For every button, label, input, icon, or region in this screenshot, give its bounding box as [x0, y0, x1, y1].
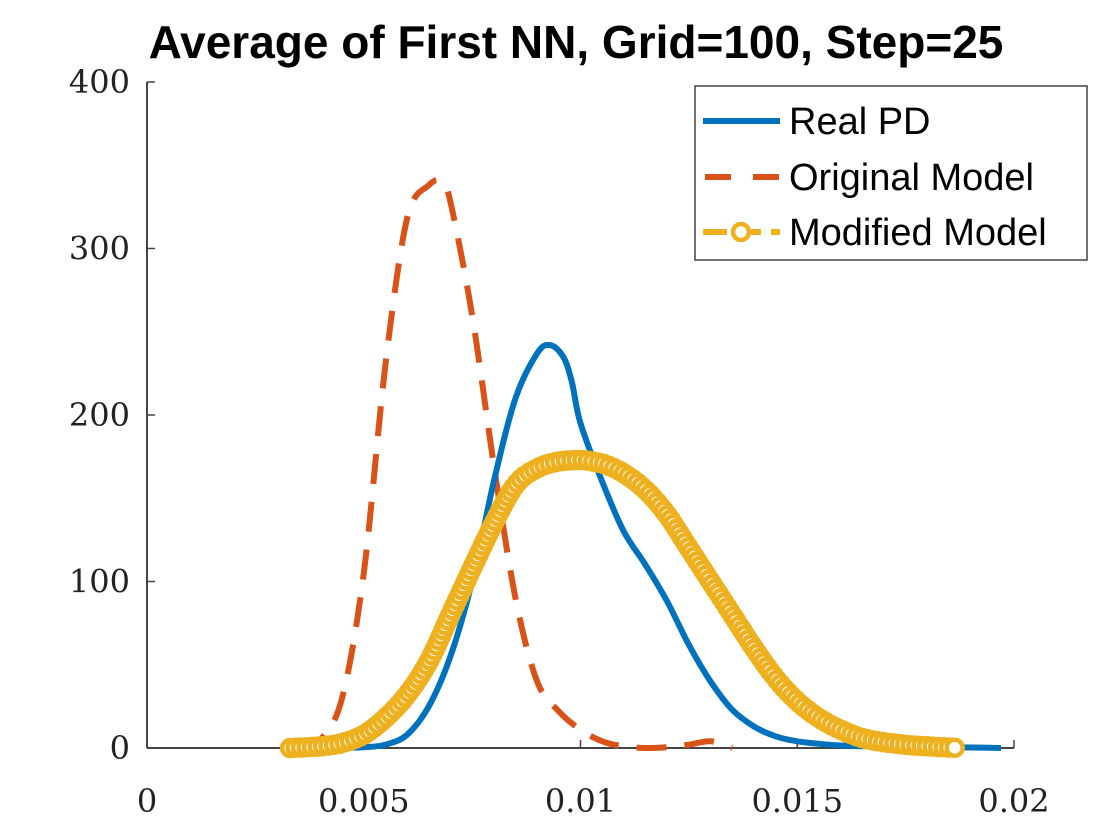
x-tick-label: 0.005 [318, 782, 410, 820]
y-tick-label: 0 [110, 729, 130, 767]
y-tick-label: 100 [69, 563, 130, 601]
series-original-model [297, 177, 734, 752]
series-real-pd [333, 341, 1002, 751]
series-group [279, 177, 1002, 759]
x-tick-label: 0.01 [545, 782, 616, 820]
y-tick-label: 300 [69, 230, 130, 268]
y-ticks: 0 100 200 300 400 [69, 63, 155, 767]
chart-title: Average of First NN, Grid=100, Step=25 [149, 16, 1004, 68]
y-tick-label: 400 [69, 63, 130, 101]
series-modified-model [279, 449, 965, 759]
legend-sample [703, 221, 780, 243]
series-marker [944, 737, 965, 759]
legend-label: Modified Model [789, 212, 1047, 254]
legend-marker [730, 221, 752, 243]
x-tick-label: 0.015 [751, 782, 843, 820]
y-tick-label: 200 [69, 396, 130, 434]
series-line [333, 341, 1002, 751]
x-tick-label: 0 [137, 782, 157, 820]
legend-label: Original Model [789, 157, 1034, 199]
x-tick-label: 0.02 [978, 782, 1049, 820]
legend-label: Real PD [789, 101, 931, 143]
series-line [297, 177, 734, 752]
legend: Real PD Original Model Modified Model [694, 85, 1088, 261]
x-ticks: 0 0.005 0.01 0.015 0.02 [137, 740, 1050, 820]
